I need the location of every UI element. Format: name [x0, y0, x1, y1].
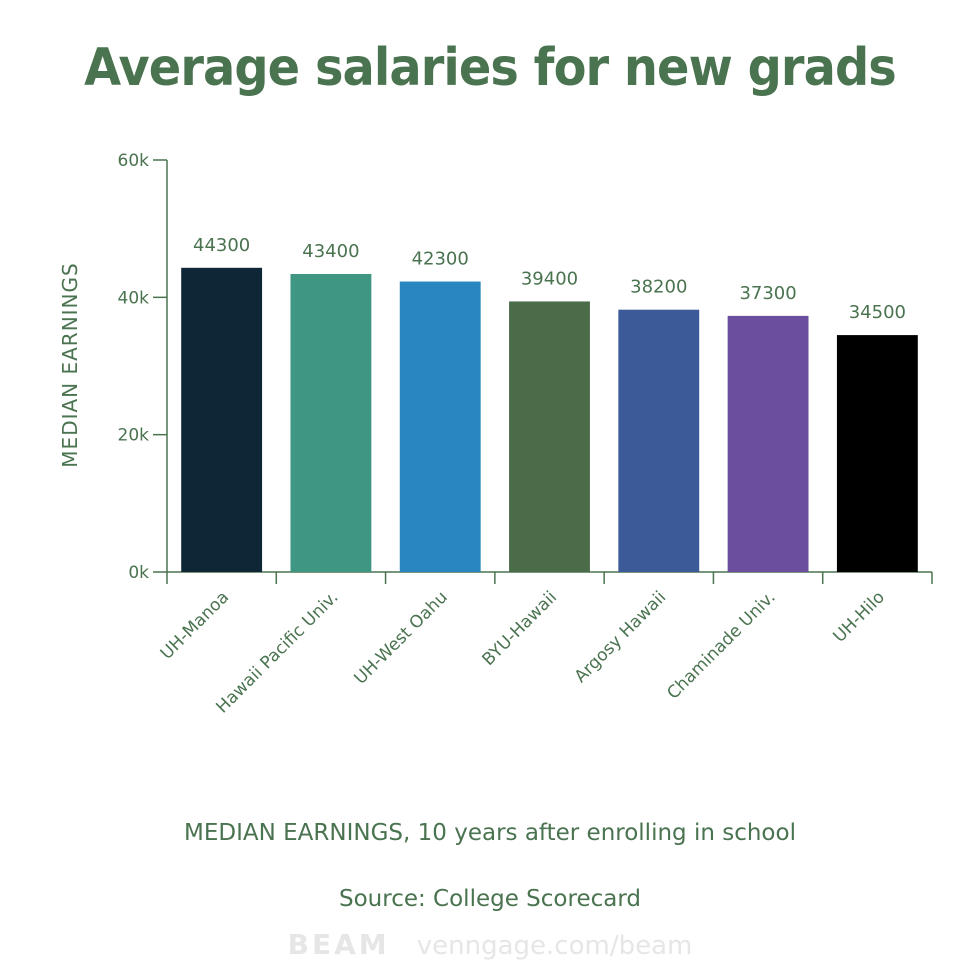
category-label: Chaminade Univ. [663, 587, 779, 703]
chart-subtitle: MEDIAN EARNINGS, 10 years after enrollin… [184, 820, 796, 846]
category-label: Hawaii Pacific Univ. [212, 587, 342, 717]
bar [509, 301, 590, 572]
category-label: Argosy Hawaii [571, 587, 671, 687]
chart-title: Average salaries for new grads [84, 38, 897, 98]
category-label: UH-Hilo [829, 587, 888, 646]
bar-value-label: 37300 [739, 283, 796, 304]
bar-value-label: 38200 [630, 277, 687, 298]
y-axis-title: MEDIAN EARNINGS [58, 262, 82, 467]
y-tick-label: 0k [128, 563, 149, 583]
bar [618, 309, 700, 572]
bar-value-label: 44300 [193, 235, 250, 256]
bar [836, 335, 918, 572]
bar [290, 273, 372, 572]
watermark: BEAM venngage.com/beam [0, 928, 980, 961]
bar-value-label: 39400 [521, 268, 578, 289]
bar-value-label: 34500 [849, 302, 906, 323]
y-tick-label: 60k [118, 151, 150, 171]
bar-value-label: 43400 [302, 241, 359, 262]
watermark-brand: BEAM [287, 928, 390, 961]
bar-value-labels: 44300 43400 42300 39400 38200 37300 34500 [193, 235, 906, 323]
bar-chart: 0k 20k 40k 60k 44300 43400 42300 39400 38200 373… [58, 151, 933, 717]
y-tick-label: 40k [118, 288, 150, 308]
y-tick-label: 20k [118, 426, 150, 446]
x-axis [166, 571, 933, 584]
bar-value-label: 42300 [412, 249, 469, 270]
category-label: UH-Manoa [157, 587, 233, 663]
watermark-url: venngage.com/beam [416, 931, 693, 961]
bar [399, 281, 481, 572]
bar [181, 267, 263, 572]
bar [727, 315, 809, 572]
bars [181, 267, 918, 572]
chart-source: Source: College Scorecard [339, 886, 641, 912]
category-label: BYU-Hawaii [479, 587, 561, 669]
y-axis: 0k 20k 40k 60k [118, 151, 168, 583]
category-label: UH-West Oahu [350, 587, 451, 688]
